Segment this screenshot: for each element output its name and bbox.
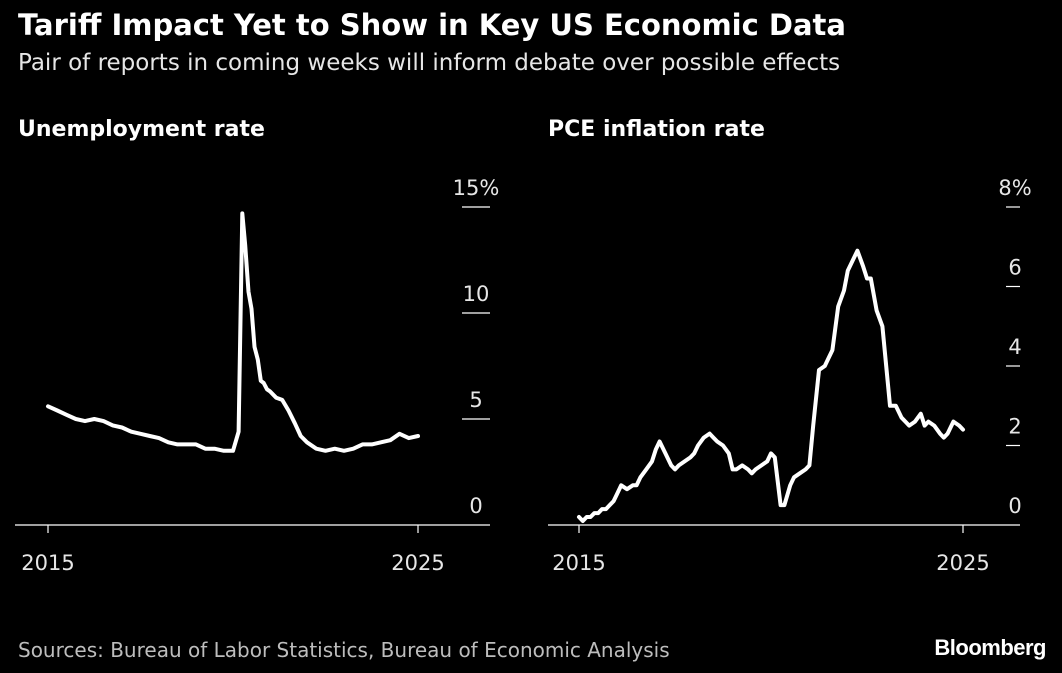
unemployment-x-tick-label: 2025: [391, 551, 444, 575]
pce-y-tick-label: 2: [1008, 415, 1021, 439]
bloomberg-logo: Bloomberg: [934, 635, 1046, 660]
source-note: Sources: Bureau of Labor Statistics, Bur…: [18, 638, 670, 662]
unemployment-y-tick-label: 5: [469, 388, 482, 412]
unemployment-x-tick-label: 2015: [21, 551, 74, 575]
panel-title-unemployment: Unemployment rate: [18, 117, 265, 142]
pce-x-tick-label: 2015: [552, 551, 605, 575]
unemployment-y-tick-label: 10: [463, 282, 490, 306]
chart-title: Tariff Impact Yet to Show in Key US Econ…: [18, 8, 846, 42]
unemployment-y-tick-label: 0: [469, 494, 482, 518]
panel-title-pce: PCE inflation rate: [548, 117, 765, 142]
pce-y-tick-label: 6: [1008, 256, 1021, 280]
chart-subtitle: Pair of reports in coming weeks will inf…: [18, 50, 841, 76]
unemployment-series-line: [46, 211, 420, 453]
unemployment-y-tick-label: 15%: [453, 176, 500, 200]
pce-y-tick-label: 4: [1008, 335, 1021, 359]
pce-y-tick-label: 0: [1008, 494, 1021, 518]
pce-x-tick-label: 2025: [936, 551, 989, 575]
pce-y-tick-label: 8%: [998, 176, 1031, 200]
pce-series-line: [577, 248, 965, 523]
